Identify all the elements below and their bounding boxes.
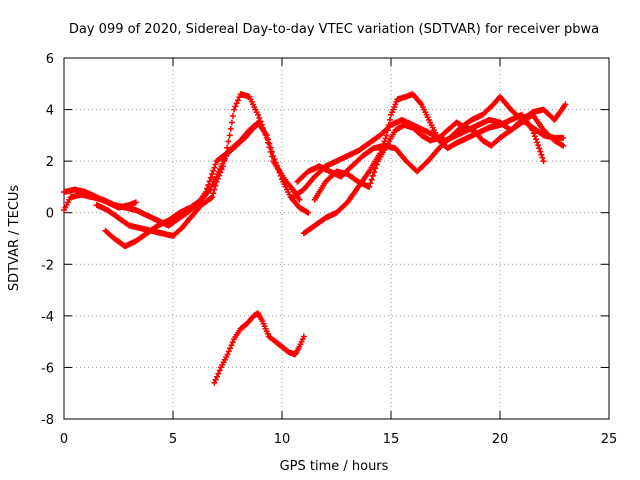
x-tick-label: 0 [60, 432, 68, 447]
series-arc-9 [211, 310, 307, 386]
series-arc-2 [61, 186, 139, 211]
series-arc-8 [311, 101, 569, 203]
y-tick-label: 4 [46, 104, 54, 119]
plot-frame [63, 57, 610, 420]
series-arc-3 [93, 91, 303, 239]
chart-title: Day 099 of 2020, Sidereal Day-to-day VTE… [69, 22, 599, 37]
y-axis-label: SDTVAR / TECUs [7, 185, 22, 292]
x-tick-label: 20 [492, 432, 509, 447]
x-tick-label: 5 [169, 432, 177, 447]
marker-trace [311, 101, 569, 203]
y-tick-label: -6 [41, 361, 54, 376]
y-tick-label: -4 [41, 310, 54, 325]
x-tick-label: 25 [601, 432, 618, 447]
x-axis-label: GPS time / hours [280, 459, 389, 474]
axis-ticks: 0 5 10 15 20 25 -8 -6 -4 -2 0 2 4 6 [41, 52, 617, 447]
marker-trace [93, 91, 303, 239]
series-arc-4 [102, 119, 264, 250]
marker-trace [211, 310, 307, 386]
marker-trace [61, 186, 139, 211]
x-tick-label: 10 [274, 432, 291, 447]
grid-lines [64, 58, 609, 419]
data-marks [61, 91, 569, 386]
y-tick-label: 2 [46, 155, 54, 170]
y-tick-label: 6 [46, 52, 54, 67]
x-tick-label: 15 [383, 432, 400, 447]
y-tick-label: -2 [41, 258, 54, 273]
marker-trace [102, 119, 264, 250]
y-tick-label: 0 [46, 207, 54, 222]
y-tick-label: -8 [41, 413, 54, 428]
